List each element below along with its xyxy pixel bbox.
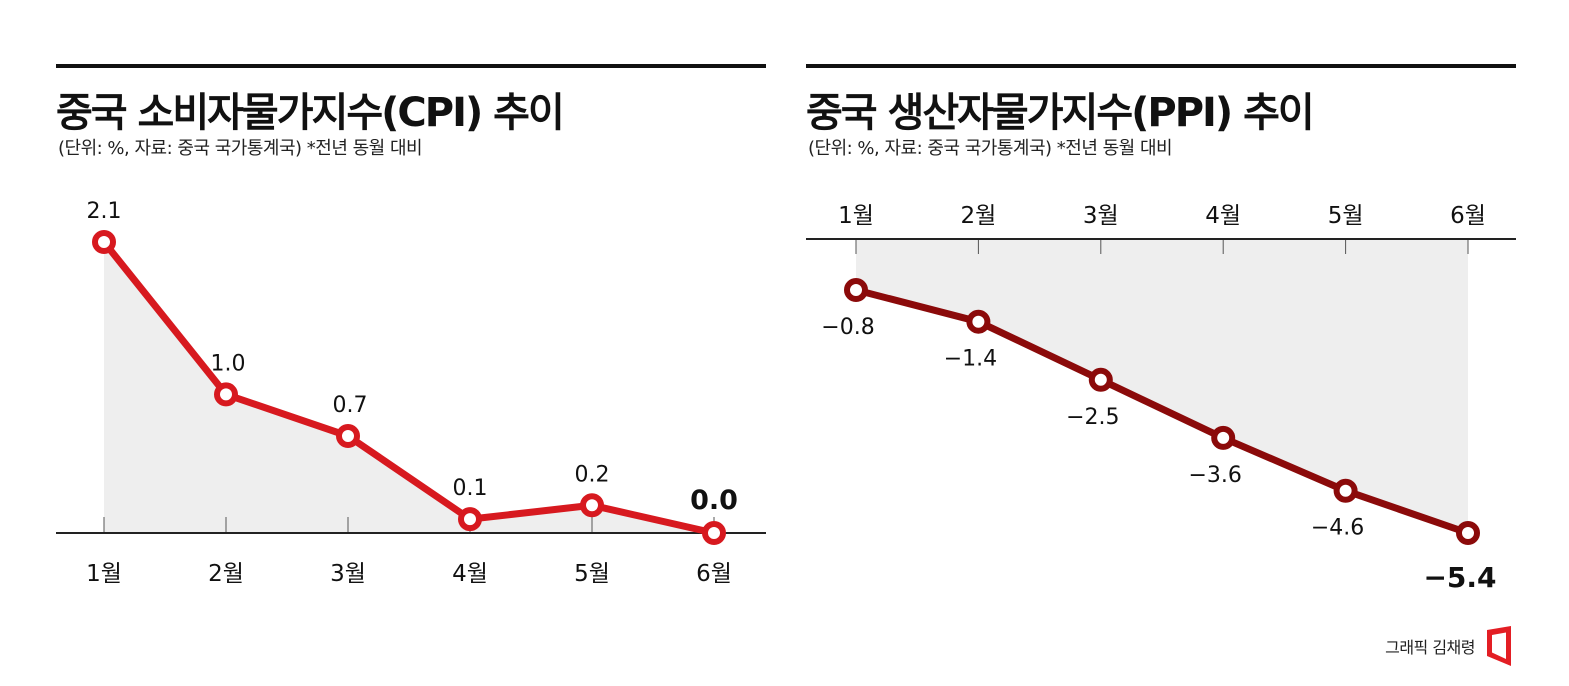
- x-category-label: 6월: [1450, 203, 1486, 229]
- data-label: −1.4: [944, 347, 997, 372]
- data-point-marker: [336, 424, 360, 448]
- ppi-area-fill: [856, 239, 1468, 533]
- ppi-line-chart: −0.8 −1.4 −2.5 −3.6 −4.6 −5.4 1월 2월 3월 4월 5월 6월: [806, 203, 1516, 594]
- cpi-area-fill: [104, 242, 714, 533]
- data-label: 1.0: [211, 351, 246, 376]
- data-point-marker: [214, 382, 238, 407]
- data-point-marker: [458, 507, 482, 532]
- data-point-marker: [1456, 521, 1480, 545]
- x-category-label: 3월: [1083, 203, 1119, 229]
- data-label: −3.6: [1188, 463, 1241, 488]
- cpi-line-chart: 2.1 1.0 0.7 0.1 0.2 0.0 1월 2월 3월 4월 5월 6월: [56, 199, 766, 587]
- ppi-chart-subtitle: (단위: %, 자료: 중국 국가통계국) *전년 동월 대비: [808, 138, 1173, 159]
- data-point-marker: [966, 309, 991, 334]
- cpi-panel: 중국 소비자물가지수(CPI) 추이 (단위: %, 자료: 중국 국가통계국)…: [56, 0, 766, 686]
- graphic-credit: 그래픽 김채령: [1385, 626, 1513, 666]
- x-category-label: 3월: [330, 561, 366, 587]
- ppi-top-rule: [806, 64, 1516, 68]
- x-category-label: 5월: [1328, 203, 1364, 229]
- ppi-line: [855, 286, 1470, 537]
- data-label: 0.2: [575, 462, 610, 487]
- x-category-label: 2월: [208, 561, 244, 587]
- data-point-marker: [1088, 367, 1113, 392]
- data-point-marker: [844, 278, 868, 302]
- publisher-logo-icon: [1487, 626, 1511, 666]
- x-category-label: 6월: [696, 561, 732, 587]
- data-point-marker: [1211, 425, 1236, 450]
- data-label: 0.7: [333, 393, 368, 418]
- cpi-chart-subtitle: (단위: %, 자료: 중국 국가통계국) *전년 동월 대비: [58, 138, 423, 159]
- x-category-label: 1월: [838, 203, 874, 229]
- data-label: 0.1: [453, 476, 488, 501]
- data-point-marker: [1333, 478, 1358, 503]
- cpi-line: [101, 239, 715, 537]
- x-category-label: 4월: [1205, 203, 1241, 229]
- ppi-panel: 중국 생산자물가지수(PPI) 추이 (단위: %, 자료: 중국 국가통계국)…: [806, 0, 1516, 686]
- data-label: 0.0: [690, 485, 738, 516]
- cpi-chart-title: 중국 소비자물가지수(CPI) 추이: [56, 90, 565, 136]
- credit-label: 그래픽 김채령: [1385, 638, 1475, 657]
- data-label: −0.8: [821, 315, 874, 340]
- data-label: 2.1: [87, 199, 122, 224]
- x-category-label: 4월: [452, 561, 488, 587]
- data-point-marker: [702, 521, 726, 545]
- x-category-label: 1월: [86, 561, 122, 587]
- data-label: −5.4: [1423, 561, 1496, 594]
- x-category-label: 5월: [574, 561, 610, 587]
- cpi-top-rule: [56, 64, 766, 68]
- data-point-marker: [580, 493, 604, 518]
- data-point-marker: [92, 230, 116, 254]
- data-label: −2.5: [1066, 405, 1119, 430]
- ppi-chart-title: 중국 생산자물가지수(PPI) 추이: [806, 90, 1315, 136]
- x-category-label: 2월: [961, 203, 997, 229]
- data-label: −4.6: [1311, 516, 1364, 541]
